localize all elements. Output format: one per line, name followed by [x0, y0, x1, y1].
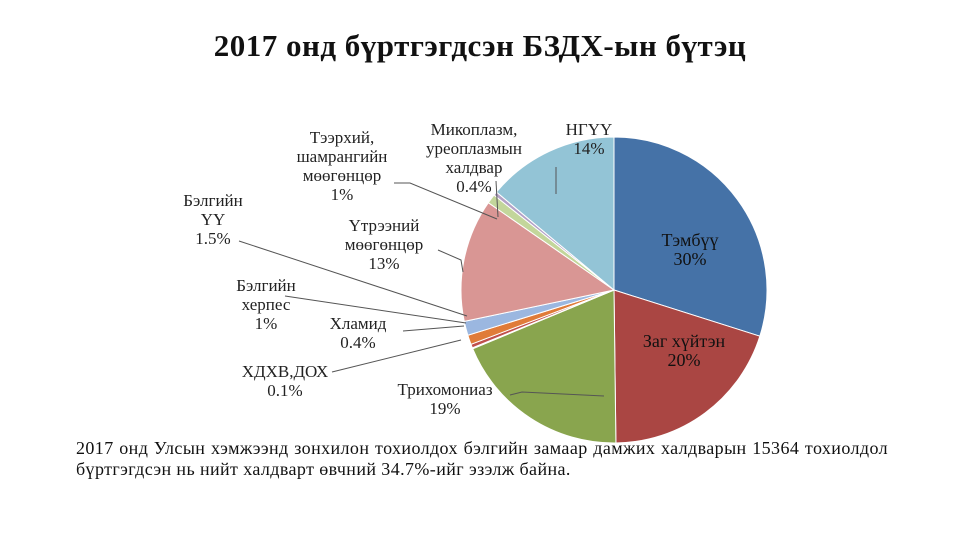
slice-label: Тэмбүү 30% [661, 230, 718, 269]
pie-slice [613, 136, 768, 337]
leader-line [495, 180, 499, 218]
slice-label: Бэлгийн херпес 1% [236, 276, 296, 333]
leader-line [402, 325, 465, 332]
summary-note: 2017 онд Улсын хэмжээнд зонхилон тохиолд… [76, 438, 888, 479]
pie-slice [460, 202, 616, 322]
leader-line [238, 240, 468, 317]
slice-label: Тээрхий, шамрангийн мөөгөнцөр 1% [297, 128, 388, 204]
slice-label: Трихомониаз 19% [397, 380, 492, 418]
slice-label: Заг хүйтэн 20% [643, 331, 726, 370]
slice-label: Микоплазм, уреоплазмын халдвар 0.4% [426, 120, 522, 196]
leader-line [437, 249, 464, 273]
leader-line [394, 182, 498, 220]
pie-slice [613, 289, 761, 444]
slice-label: Хламид 0.4% [330, 314, 387, 352]
leader-line [331, 339, 462, 373]
pie-slice [472, 289, 617, 444]
slice-label: ХДХВ,ДОХ 0.1% [242, 362, 329, 400]
slice-label: Үтрээний мөөгөнцөр 13% [345, 216, 423, 273]
pie-slice [495, 136, 615, 292]
slice-label: НГҮҮ 14% [566, 120, 613, 158]
slice-label: Бэлгийн ҮҮ 1.5% [183, 191, 243, 248]
leader-line [284, 295, 467, 324]
leader-line [509, 391, 605, 397]
chart-title: 2017 онд бүртгэгдсэн БЗДХ-ын бүтэц [213, 28, 747, 63]
